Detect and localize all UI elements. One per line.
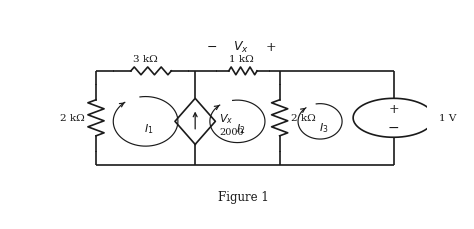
Text: −: − [207,40,217,53]
Text: +: + [265,40,276,53]
Text: $I_2$: $I_2$ [237,122,246,136]
Text: $V_x$: $V_x$ [233,39,249,55]
Text: −: − [388,120,400,134]
Text: $I_3$: $I_3$ [319,120,328,134]
Text: +: + [388,103,399,116]
Text: 2 kΩ: 2 kΩ [292,114,316,123]
Text: Figure 1: Figure 1 [218,190,268,203]
Text: $V_x$: $V_x$ [219,112,233,125]
Text: 1 kΩ: 1 kΩ [229,55,254,64]
Text: 1 V: 1 V [439,114,457,123]
Text: $I_1$: $I_1$ [145,122,154,136]
Text: 3 kΩ: 3 kΩ [133,55,158,64]
Text: 2000: 2000 [219,127,244,136]
Text: 2 kΩ: 2 kΩ [60,114,84,123]
